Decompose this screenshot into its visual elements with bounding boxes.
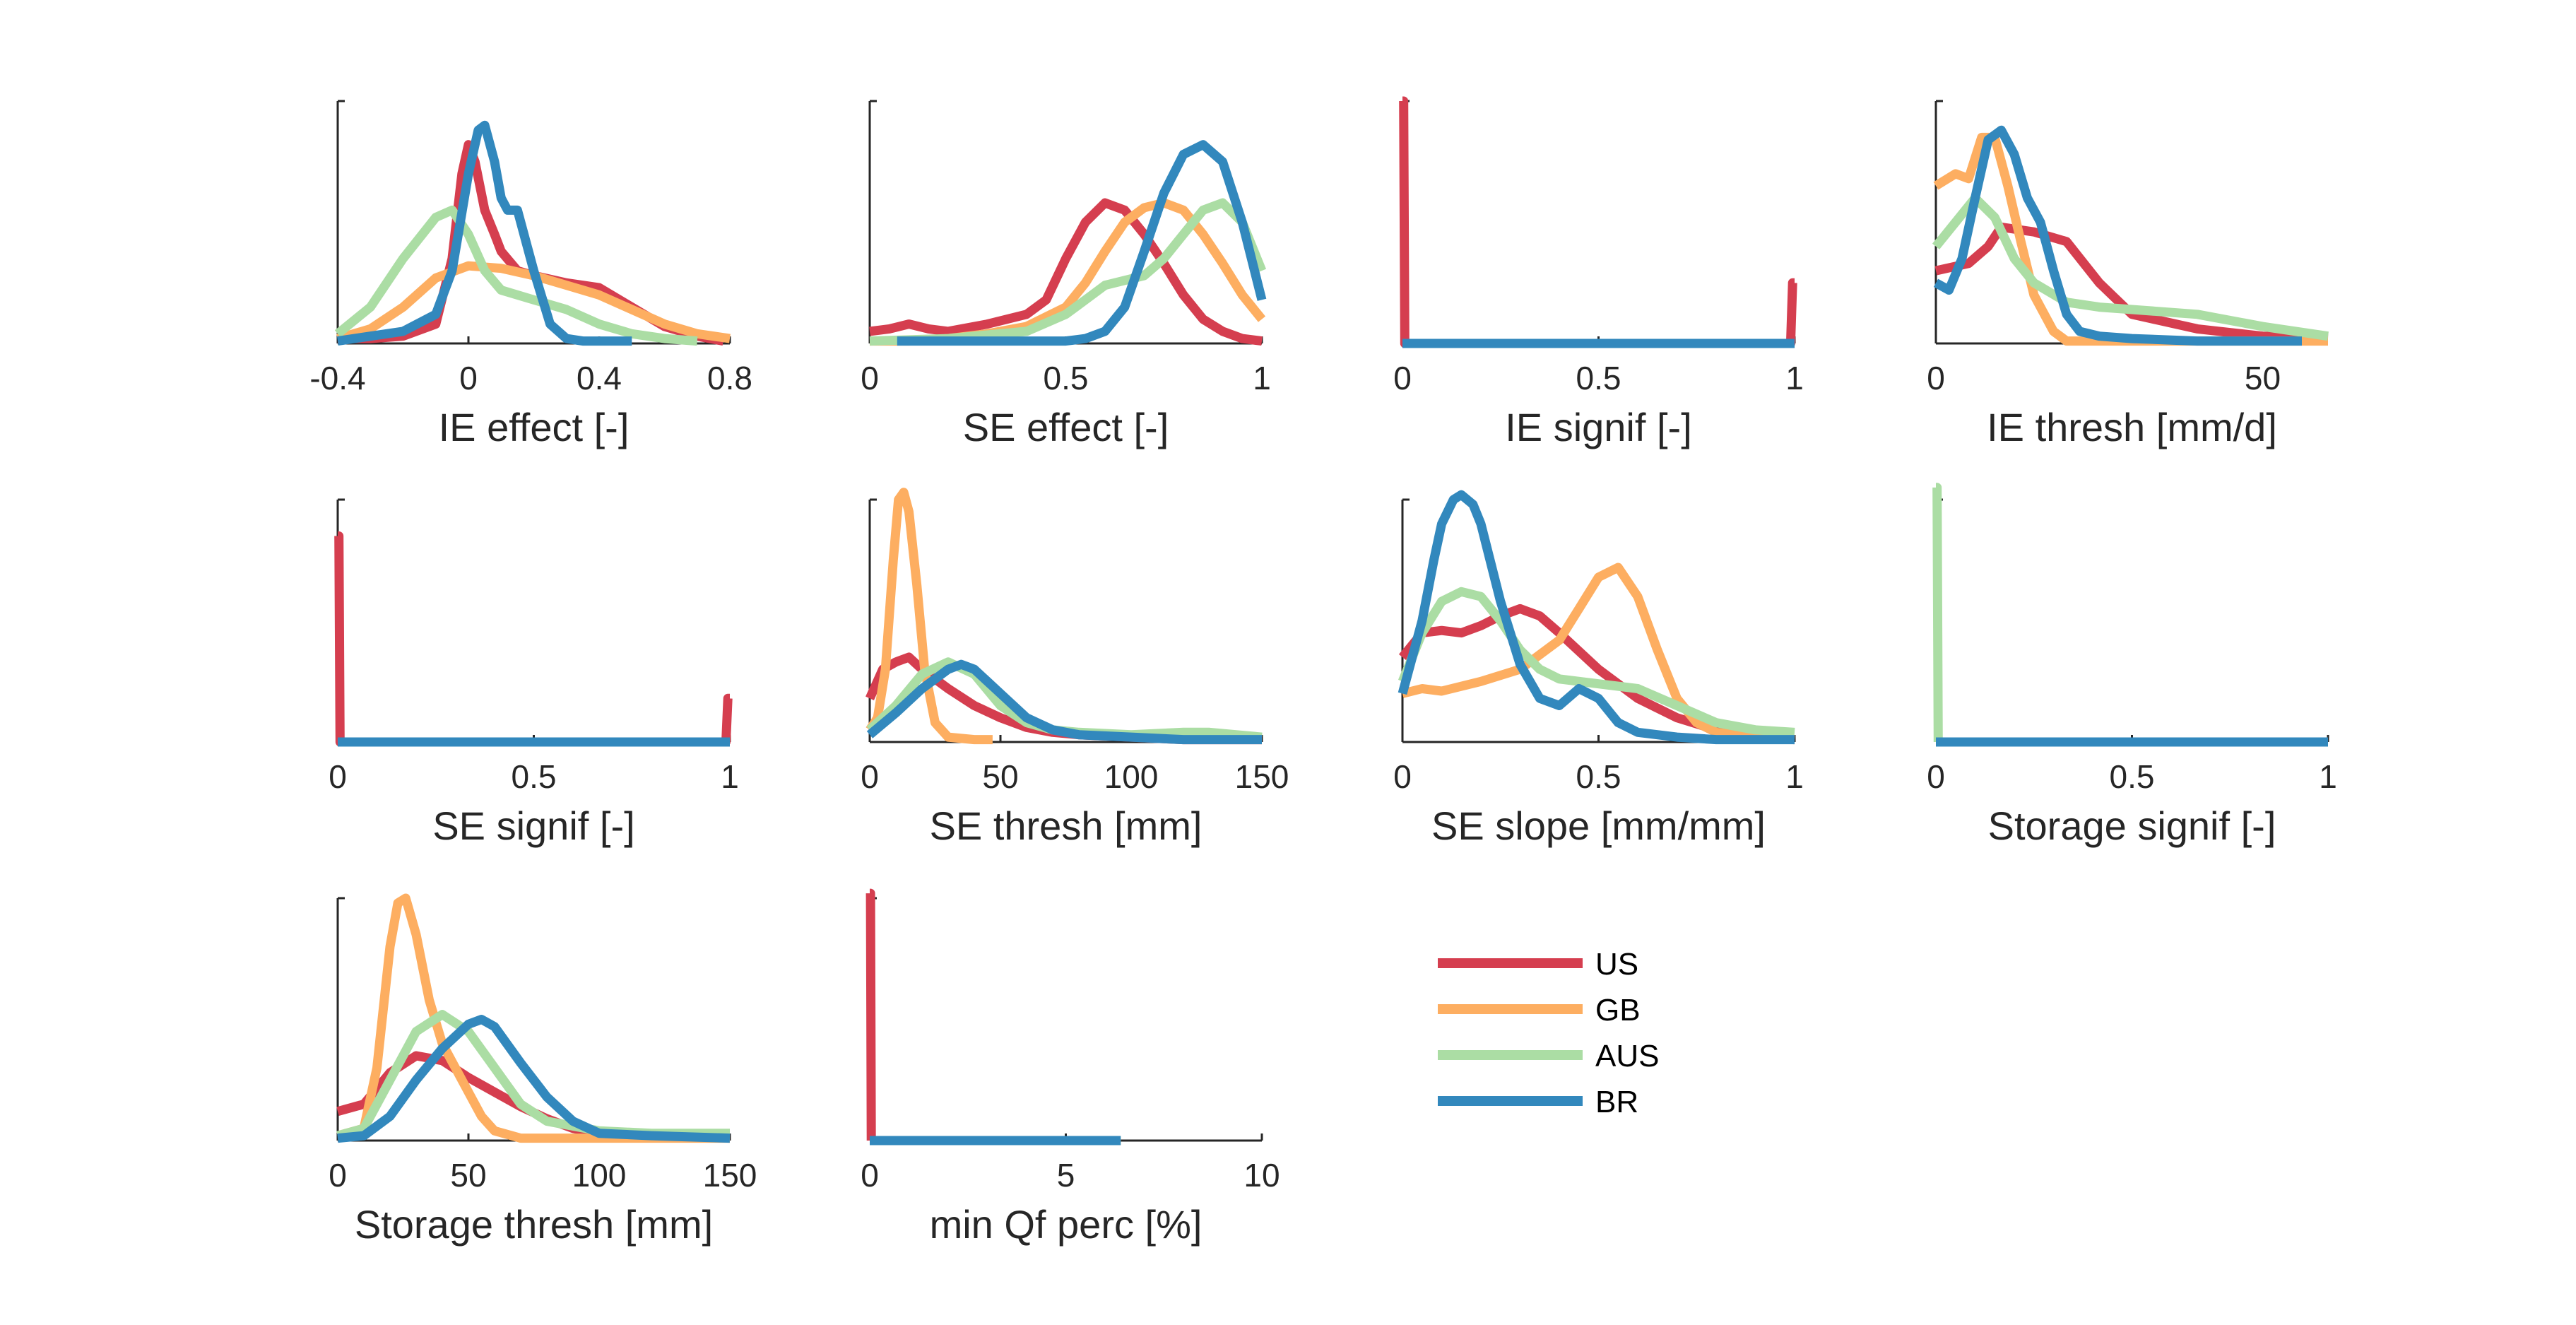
x-tick-label-se-signif: 0.5 — [512, 758, 557, 795]
panel-ie-thresh: 0 50 IE thresh [mm/d] — [1927, 100, 2329, 449]
x-tick-label-min-qf-perc: 0 — [861, 1157, 879, 1194]
series-line-gb-se-slope — [1401, 563, 1795, 745]
x-axis-label-se-signif: SE signif [-] — [432, 803, 634, 848]
x-axis-label-se-thresh: SE thresh [mm] — [930, 803, 1203, 848]
x-axis-label-ie-thresh: IE thresh [mm/d] — [1987, 405, 2277, 449]
x-tick-label-se-thresh: 100 — [1104, 758, 1159, 795]
series-line-aus-storage-signif — [1932, 483, 1943, 743]
x-axis-label-ie-effect: IE effect [-] — [439, 405, 630, 449]
legend: US GB AUS BR — [1438, 947, 1659, 1119]
series-line-gb-se-thresh — [865, 488, 993, 745]
series-line-br-se-thresh — [866, 659, 1262, 745]
x-axis-label-storage-thresh: Storage thresh [mm] — [355, 1202, 713, 1247]
series-line-us-se-effect — [869, 198, 1263, 346]
x-tick-label-storage-thresh: 0 — [329, 1157, 347, 1194]
x-axis-label-se-effect: SE effect [-] — [963, 405, 1169, 449]
x-tick-label-se-thresh: 150 — [1235, 758, 1289, 795]
x-tick-label-ie-signif: 1 — [1785, 360, 1804, 396]
x-tick-label-se-slope: 1 — [1785, 758, 1804, 795]
legend-label-br: BR — [1595, 1085, 1638, 1119]
x-tick-label-se-thresh: 50 — [982, 758, 1018, 795]
x-tick-label-storage-signif: 1 — [2319, 758, 2337, 795]
panel-se-slope: 0 0.5 1 SE slope [mm/mm] — [1393, 490, 1804, 848]
series-line-br-se-slope — [1398, 490, 1795, 745]
legend-label-aus: AUS — [1595, 1039, 1659, 1073]
series-line-aus-ie-effect — [334, 205, 698, 346]
x-axis-label-se-slope: SE slope [mm/mm] — [1431, 803, 1766, 848]
x-axis-label-ie-signif: IE signif [-] — [1505, 405, 1692, 449]
series-line-br-se-effect — [897, 140, 1267, 346]
x-tick-label-se-slope: 0.5 — [1576, 758, 1621, 795]
x-tick-label-storage-signif: 0.5 — [2110, 758, 2155, 795]
legend-entry-us: US — [1438, 947, 1638, 982]
x-tick-label-min-qf-perc: 5 — [1057, 1157, 1075, 1194]
panel-ie-signif: 0 0.5 1 IE signif [-] — [1393, 96, 1804, 449]
x-axis-label-min-qf-perc: min Qf perc [%] — [930, 1202, 1203, 1247]
panel-storage-signif: 0 0.5 1 Storage signif [-] — [1927, 483, 2337, 848]
x-tick-label-storage-thresh: 100 — [572, 1157, 627, 1194]
series-line-us-se-slope — [1398, 603, 1795, 745]
x-tick-label-se-effect: 1 — [1253, 360, 1271, 396]
x-tick-label-se-signif: 0 — [329, 758, 347, 795]
x-tick-label-se-signif: 1 — [721, 758, 739, 795]
legend-label-gb: GB — [1595, 993, 1641, 1027]
x-tick-label-ie-signif: 0 — [1393, 360, 1412, 396]
legend-entry-aus: AUS — [1438, 1039, 1659, 1073]
series-line-br-ie-thresh — [1933, 125, 2302, 346]
x-tick-label-ie-effect: 0.4 — [577, 360, 622, 396]
x-tick-label-storage-thresh: 50 — [450, 1157, 486, 1194]
series-line-us-ie-signif — [1399, 96, 1797, 348]
x-tick-label-se-thresh: 0 — [861, 758, 879, 795]
panel-ie-effect: -0.4 0 0.4 0.8 IE effect [-] — [309, 100, 752, 449]
series-line-br-ie-effect — [337, 120, 632, 346]
legend-entry-br: BR — [1438, 1085, 1638, 1119]
x-tick-label-ie-thresh: 0 — [1927, 360, 1945, 396]
panel-se-thresh: 0 50 100 150 SE thresh [mm] — [861, 488, 1289, 848]
x-tick-label-min-qf-perc: 10 — [1243, 1157, 1280, 1194]
x-tick-label-se-effect: 0 — [861, 360, 879, 396]
panel-storage-thresh: 0 50 100 150 Storage thresh [mm] — [329, 893, 757, 1247]
panel-se-effect: 0 0.5 1 SE effect [-] — [861, 100, 1271, 449]
x-tick-label-ie-signif: 0.5 — [1576, 360, 1621, 396]
legend-entry-gb: GB — [1438, 993, 1641, 1027]
panel-se-signif: 0 0.5 1 SE signif [-] — [329, 498, 739, 848]
series-line-us-ie-thresh — [1934, 222, 2329, 343]
x-axis-label-storage-signif: Storage signif [-] — [1988, 803, 2276, 848]
x-tick-label-ie-thresh: 50 — [2245, 360, 2281, 396]
x-tick-label-se-slope: 0 — [1393, 758, 1412, 795]
x-tick-label-ie-effect: -0.4 — [309, 360, 365, 396]
series-line-us-se-signif — [334, 531, 733, 747]
series-line-us-min-qf-perc — [865, 888, 876, 1141]
x-tick-label-se-effect: 0.5 — [1044, 360, 1089, 396]
series-line-aus-se-slope — [1398, 587, 1795, 737]
x-tick-label-storage-signif: 0 — [1927, 758, 1945, 795]
x-tick-label-ie-effect: 0 — [459, 360, 478, 396]
panel-grid: -0.4 0 0.4 0.8 IE effect [-] 0 0.5 1 SE effect [… — [309, 96, 2337, 1247]
x-tick-label-ie-effect: 0.8 — [707, 360, 752, 396]
legend-label-us: US — [1595, 947, 1638, 982]
series-line-br-storage-thresh — [337, 1015, 731, 1143]
panel-min-qf-perc: 0 5 10 min Qf perc [%] — [861, 888, 1280, 1247]
x-tick-label-storage-thresh: 150 — [703, 1157, 757, 1194]
